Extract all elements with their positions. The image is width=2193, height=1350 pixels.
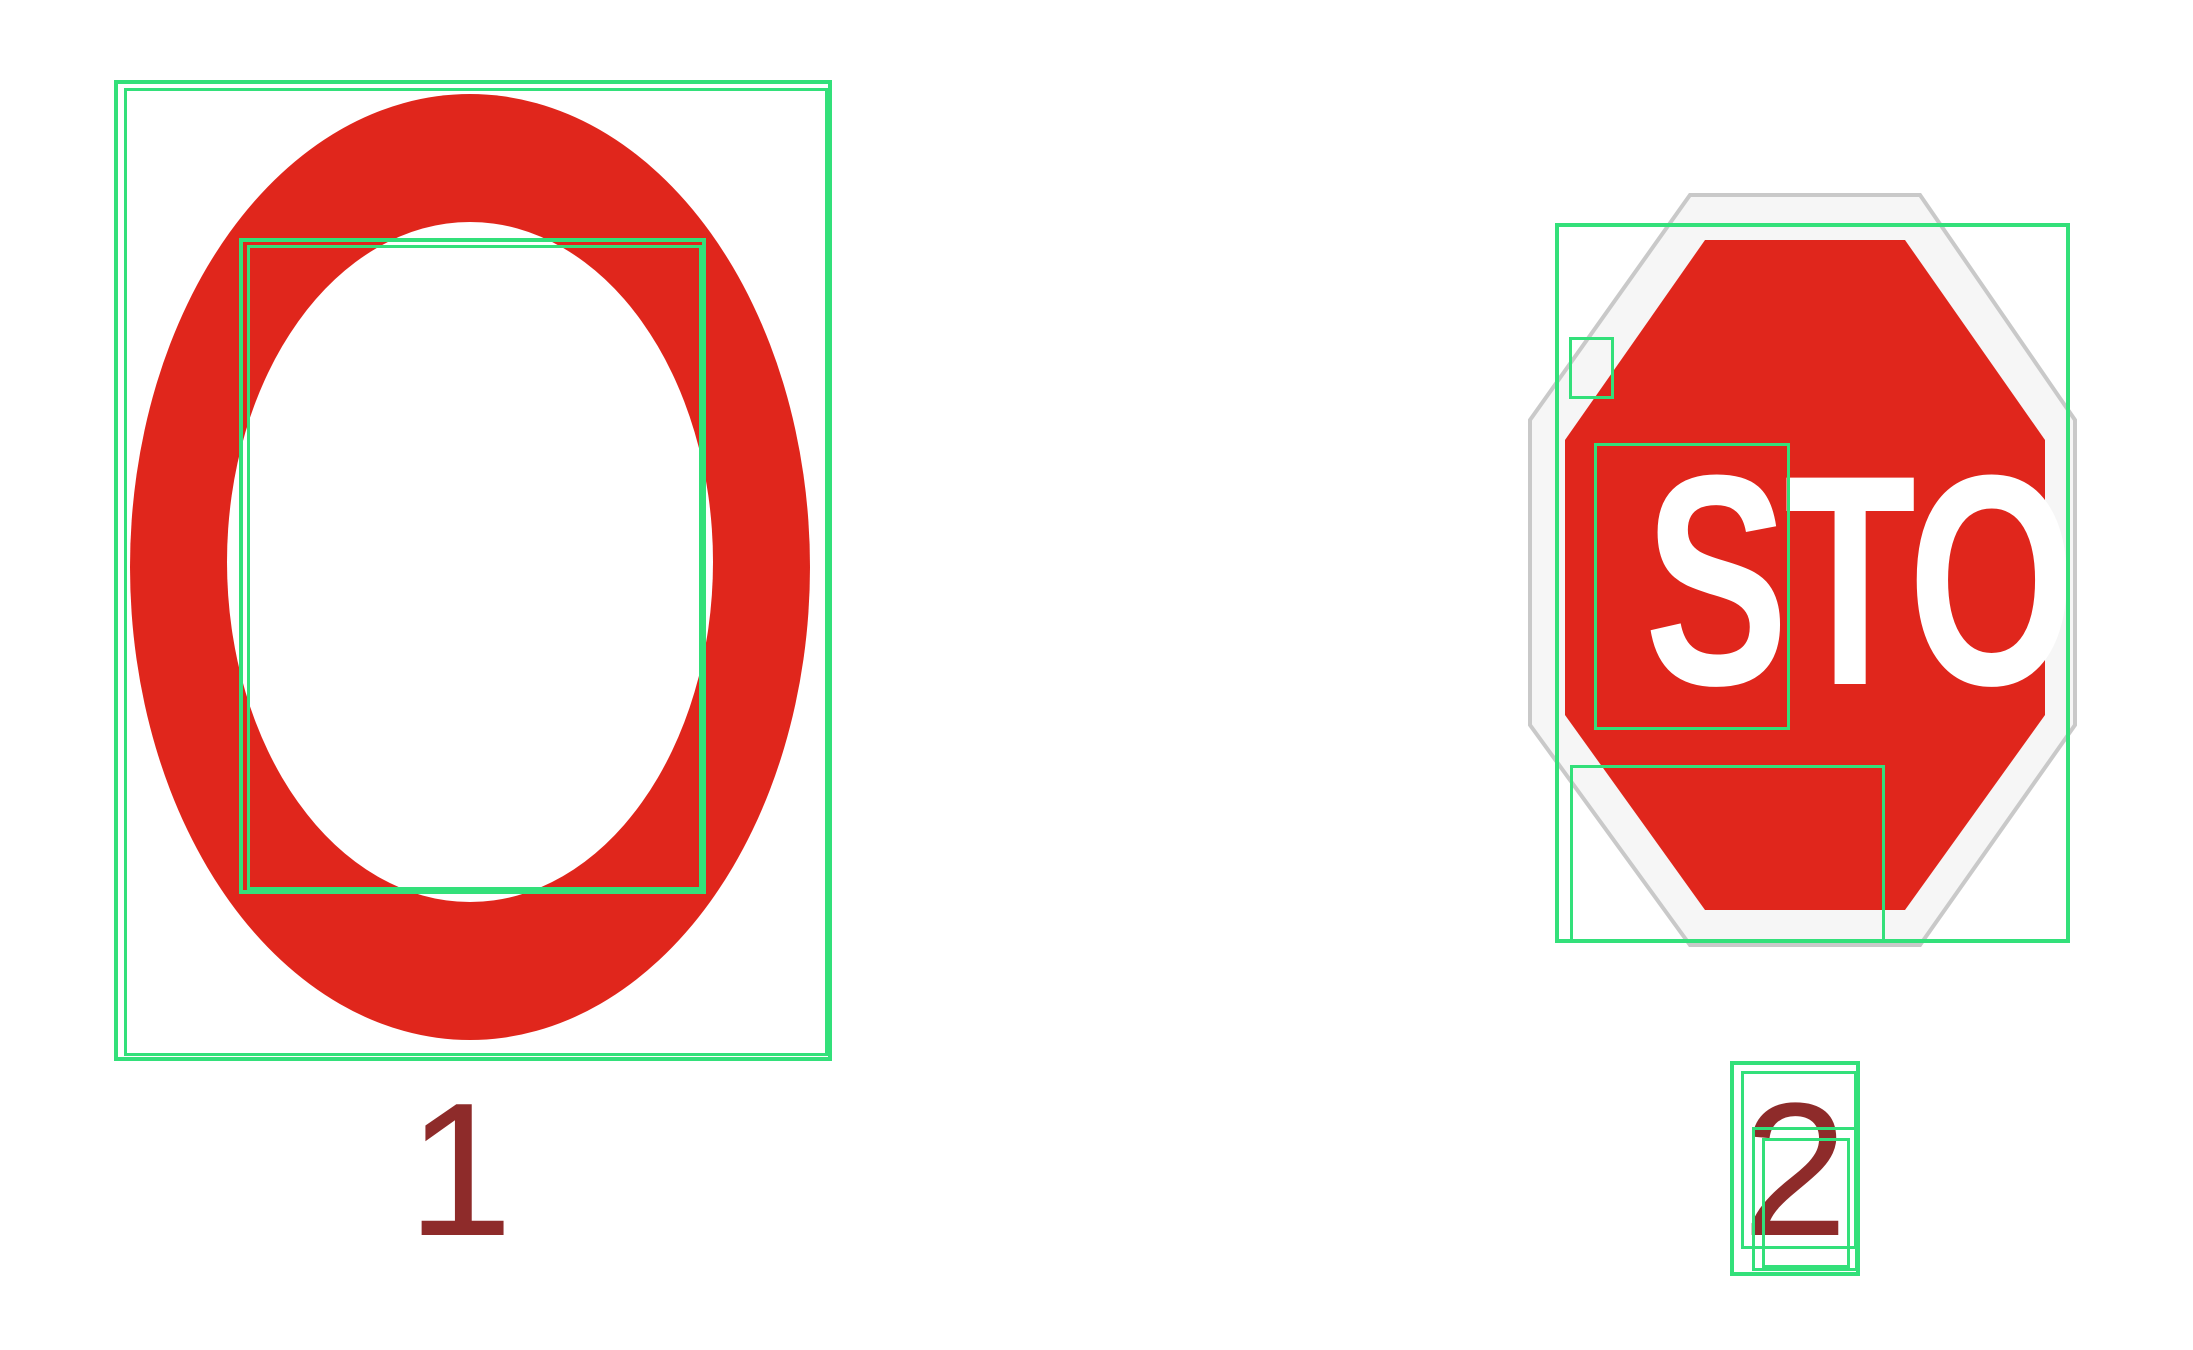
ring-sign [130,94,810,1040]
sign-number-label-2: 2 [1742,1064,1848,1276]
stop-sign-shape [1528,193,2077,947]
stop-sign-text: STOP [1644,412,2193,748]
sign-number-label-1: 1 [407,1064,513,1276]
